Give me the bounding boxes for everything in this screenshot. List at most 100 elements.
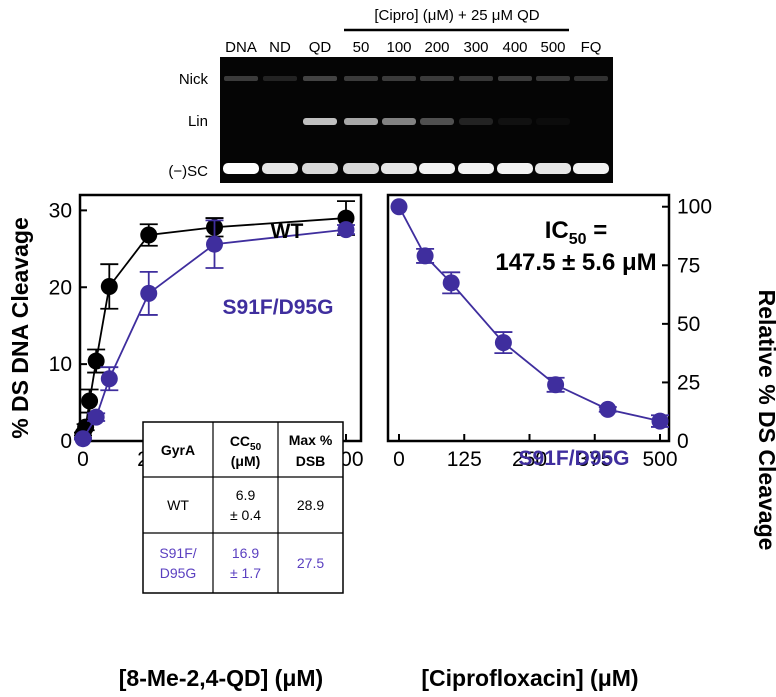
gel-lane-label: 200	[424, 39, 449, 56]
gel-band-lin	[344, 118, 378, 125]
ic50-label: IC50 =	[545, 217, 607, 248]
table-cell-cc50: 6.9	[236, 487, 256, 503]
data-point	[651, 412, 669, 430]
data-point	[390, 198, 408, 216]
gel-band-sc	[497, 163, 533, 174]
table-cell-cc50: ± 0.4	[230, 507, 261, 523]
ic50-main: IC	[545, 217, 569, 244]
table-header-cc50-unit: (μM)	[231, 453, 261, 469]
x-tick-label: 250	[512, 448, 547, 471]
gel-band-sc	[302, 163, 338, 174]
gel-band-sc	[381, 163, 417, 174]
y-tick-label: 100	[677, 196, 712, 219]
gel-lane-label: ND	[269, 39, 291, 56]
x-tick-label: 0	[393, 448, 405, 471]
gel-lane-label: 300	[463, 39, 488, 56]
table-frame	[142, 421, 344, 594]
gel-band-sc	[419, 163, 455, 174]
y-tick-label: 0	[677, 430, 689, 453]
ic50-sub: 50	[569, 231, 587, 248]
gel-band-nick	[574, 76, 608, 81]
gel-band-lin	[382, 118, 416, 125]
gel-band-nick	[224, 76, 258, 81]
y-tick-label: 20	[49, 276, 72, 299]
data-point	[100, 277, 118, 295]
gel-band-nick	[382, 76, 416, 81]
y-tick-label: 50	[677, 313, 700, 336]
gel-band-lin	[303, 118, 337, 125]
ic50-eq: =	[587, 217, 608, 244]
data-point	[494, 334, 512, 352]
right-x-axis-title: [Ciprofloxacin] (μM)	[421, 665, 638, 691]
data-point	[599, 400, 617, 418]
gel-band-sc	[262, 163, 298, 174]
data-point	[547, 376, 565, 394]
gel-band-nick	[303, 76, 337, 81]
gel-band-nick	[344, 76, 378, 81]
gel-lane-label: 500	[540, 39, 565, 56]
data-point	[140, 226, 158, 244]
data-point	[87, 352, 105, 370]
table-header-dsb: DSB	[296, 453, 326, 469]
gel-band-lin	[420, 118, 454, 125]
left-x-axis-title: [8-Me-2,4-QD] (μM)	[119, 665, 323, 691]
data-point	[140, 284, 158, 302]
gel-lane-label: 100	[386, 39, 411, 56]
gel-band-sc	[573, 163, 609, 174]
data-point	[206, 235, 223, 253]
table-cell-cc50: ± 1.7	[230, 565, 261, 581]
data-point	[100, 370, 118, 388]
table-cell-gyra: WT	[167, 497, 189, 513]
gel-band-nick	[498, 76, 532, 81]
series-line	[398, 206, 661, 422]
y-tick-label: 30	[49, 199, 72, 222]
table-header-cc50: CC50	[230, 433, 262, 453]
gel-band-sc	[223, 163, 259, 174]
right-y-axis-title: Relative % DS Cleavage	[754, 290, 776, 551]
data-point	[81, 392, 99, 410]
cc50-table: GyrA CC50(μM) Max % DSB WT 6.9 ± 0.4 28.9 S91F/D…	[142, 421, 344, 594]
y-tick-label: 75	[677, 254, 700, 277]
right-plot-frame	[386, 193, 671, 443]
gel-lane-label: 50	[353, 39, 370, 56]
gel-panel: [Cipro] (μM) + 25 μM QD DNA ND QD 50 100 200 3…	[168, 7, 613, 183]
series-label-s91f: S91F/D95G	[223, 296, 334, 319]
x-tick-label: 375	[577, 448, 612, 471]
data-point	[74, 430, 92, 448]
data-point	[87, 408, 105, 426]
left-y-axis-title: % DS DNA Cleavage	[7, 217, 33, 439]
table-header-gyra: GyrA	[161, 442, 195, 458]
gel-band-sc	[458, 163, 494, 174]
y-tick-label: 25	[677, 371, 700, 394]
gel-band-lin	[459, 118, 493, 125]
table-cell-cc50: 16.9	[232, 545, 259, 561]
gel-image	[220, 57, 613, 183]
band-label-lin: Lin	[188, 113, 208, 130]
gel-header: [Cipro] (μM) + 25 μM QD	[374, 7, 539, 24]
gel-lane-label: DNA	[225, 39, 257, 56]
gel-band-lin	[536, 118, 570, 125]
gel-band-lin	[498, 118, 532, 125]
ic50-value: 147.5 ± 5.6 μM	[495, 249, 656, 276]
gel-lane-label: 400	[502, 39, 527, 56]
gel-lane-label: QD	[309, 39, 332, 56]
series-label-right: S91F/D95G	[519, 447, 630, 470]
data-point	[442, 274, 460, 292]
table-cell-max: 27.5	[297, 555, 324, 571]
y-tick-label: 0	[60, 430, 72, 453]
band-label-sc: (−)SC	[168, 163, 208, 180]
y-tick-label: 10	[49, 353, 72, 376]
gel-lane-label: FQ	[581, 39, 602, 56]
gel-band-nick	[459, 76, 493, 81]
series-label-wt: WT	[271, 220, 304, 243]
table-cell-gyra: S91F/	[159, 545, 196, 561]
table-header-max: Max %	[289, 432, 333, 448]
x-tick-label: 0	[77, 448, 89, 471]
gel-band-nick	[420, 76, 454, 81]
data-point	[416, 247, 434, 265]
x-tick-label: 125	[447, 448, 482, 471]
gel-band-sc	[343, 163, 379, 174]
